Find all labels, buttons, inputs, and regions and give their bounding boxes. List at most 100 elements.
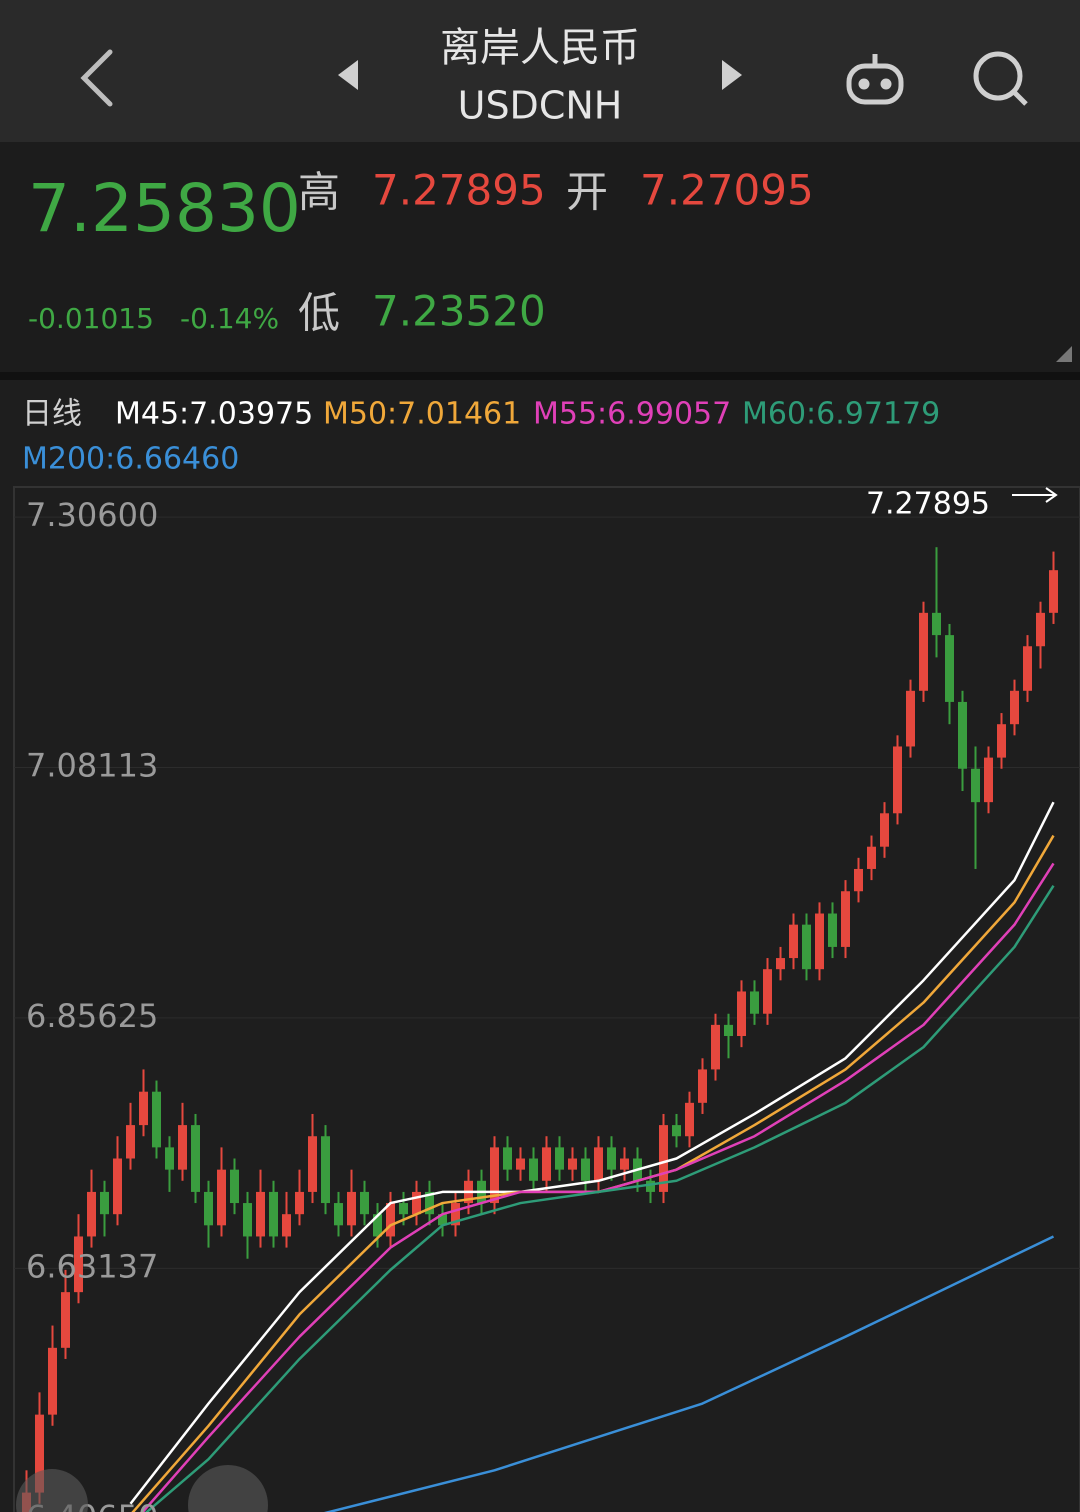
- candle-body: [1036, 612, 1045, 647]
- candle-body: [867, 846, 876, 869]
- candle-body: [308, 1136, 317, 1192]
- candle-body: [724, 1024, 733, 1037]
- period-label: 日线: [22, 397, 82, 432]
- candle-body: [542, 1147, 551, 1181]
- candle-body: [126, 1125, 135, 1159]
- candle-body: [893, 746, 902, 814]
- moving-average-line: [144, 885, 1055, 1512]
- next-button[interactable]: [722, 60, 742, 90]
- candle-body: [165, 1147, 174, 1170]
- max-arrow: [1012, 487, 1058, 503]
- candle-body: [750, 991, 759, 1014]
- change: -0.01015: [28, 302, 154, 335]
- candle-body: [776, 958, 785, 970]
- candle-body: [646, 1180, 655, 1192]
- candle-body: [178, 1125, 187, 1170]
- candle-body: [763, 969, 772, 1014]
- candle-body: [607, 1147, 616, 1170]
- separator: [0, 372, 1080, 380]
- y-tick-label: 6.63137: [26, 1247, 158, 1285]
- candle-body: [412, 1191, 421, 1215]
- y-tick-label: 7.08113: [26, 746, 158, 784]
- candle-body: [243, 1203, 252, 1237]
- overlay: 7.306007.081136.856256.631376.406507.278…: [26, 487, 1058, 1512]
- open-label: 开: [566, 168, 608, 217]
- candle-body: [880, 813, 889, 847]
- candle-body: [490, 1147, 499, 1204]
- title: 离岸人民币: [440, 25, 640, 71]
- candle-body: [802, 924, 811, 970]
- change-percent: -0.14%: [180, 302, 279, 335]
- plot: [14, 516, 1080, 1512]
- candle-body: [139, 1091, 148, 1126]
- candle-body: [152, 1091, 161, 1148]
- candle-body: [984, 757, 993, 803]
- candle-body: [1049, 570, 1058, 613]
- legend-entry: M55:6.99057: [533, 397, 731, 432]
- candle-body: [347, 1191, 356, 1226]
- candle-body: [386, 1203, 395, 1237]
- robot-icon[interactable]: [846, 54, 904, 105]
- candle-body: [932, 612, 941, 636]
- back-button[interactable]: [80, 49, 113, 107]
- candle-body: [815, 913, 824, 970]
- moving-average-line: [129, 801, 1055, 1505]
- candle-body: [373, 1214, 382, 1237]
- candle-body: [906, 690, 915, 747]
- last-price: 7.25830: [28, 170, 301, 247]
- moving-average-line: [323, 1235, 1055, 1512]
- y-tick-label: 7.30600: [26, 496, 158, 534]
- candle-body: [48, 1347, 57, 1415]
- candle-body: [295, 1191, 304, 1215]
- chart-panel: [0, 380, 1080, 1512]
- candle-body: [35, 1414, 44, 1493]
- legend-entry: M45:7.03975: [115, 397, 313, 432]
- candle-body: [698, 1069, 707, 1103]
- candle-body: [61, 1292, 70, 1348]
- candle-body: [828, 913, 837, 947]
- candle-body: [854, 868, 863, 892]
- candle-body: [74, 1236, 83, 1293]
- header-bar: [0, 0, 1080, 142]
- max-label: 7.27895: [866, 487, 990, 522]
- legend-entry: M200:6.66460: [22, 442, 239, 477]
- candle-body: [269, 1191, 278, 1237]
- candle-body: [711, 1024, 720, 1070]
- quote-panel: [0, 142, 1080, 372]
- candle-body: [100, 1191, 109, 1215]
- candle-body: [113, 1158, 122, 1215]
- candle-body: [503, 1147, 512, 1170]
- legend-entry: M50:7.01461: [323, 397, 521, 432]
- candle-body: [217, 1169, 226, 1226]
- candle-body: [230, 1169, 239, 1204]
- candle-body: [659, 1125, 668, 1192]
- candle-body: [789, 924, 798, 959]
- search-icon[interactable]: [973, 51, 1028, 106]
- open-value: 7.27095: [640, 166, 814, 215]
- candle-body: [516, 1158, 525, 1170]
- candle-body: [672, 1125, 681, 1137]
- candle-body: [529, 1158, 538, 1181]
- candle-body: [399, 1203, 408, 1215]
- candle-body: [841, 891, 850, 947]
- candle-body: [685, 1102, 694, 1137]
- candle-body: [87, 1191, 96, 1237]
- candle-body: [971, 768, 980, 803]
- candle-body: [360, 1191, 369, 1215]
- candle-body: [945, 635, 954, 702]
- candle-body: [997, 724, 1006, 758]
- prev-button[interactable]: [338, 60, 358, 90]
- subtitle: USDCNH: [458, 84, 623, 128]
- candle-body: [321, 1136, 330, 1204]
- candle-body: [958, 701, 967, 769]
- plot-border: [13, 486, 1080, 1512]
- expand-corner[interactable]: [1056, 346, 1072, 362]
- bottom-buttons[interactable]: [16, 1465, 268, 1512]
- candle-body: [555, 1147, 564, 1170]
- candle-body: [1010, 690, 1019, 725]
- candle-body: [425, 1191, 434, 1215]
- candle-body: [1023, 646, 1032, 691]
- candle-body: [581, 1158, 590, 1181]
- candle-body: [568, 1158, 577, 1170]
